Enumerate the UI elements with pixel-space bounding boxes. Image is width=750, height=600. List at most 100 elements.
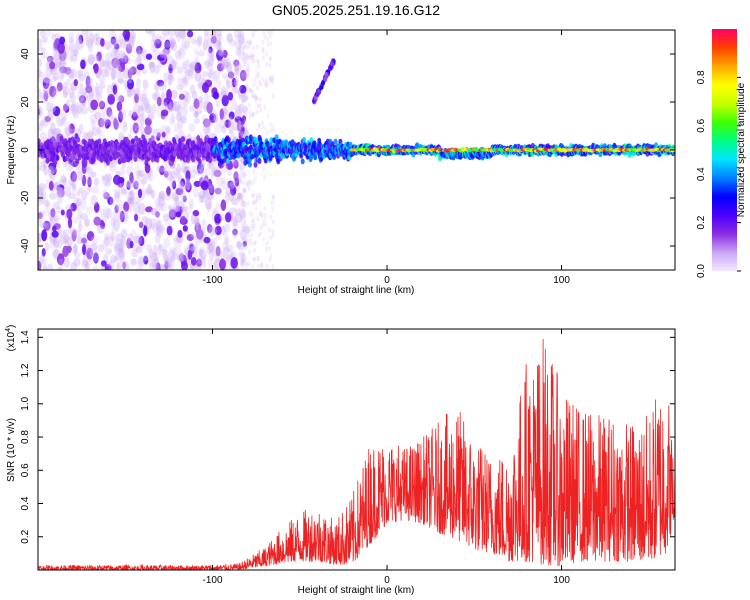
heatmap-cell — [220, 251, 226, 260]
heatmap-cell — [54, 51, 60, 61]
heatmap-cell — [158, 244, 165, 252]
heatmap-cell — [222, 72, 228, 79]
heatmap-cell — [249, 181, 253, 187]
heatmap-cell — [78, 187, 83, 195]
heatmap-cell — [58, 178, 64, 185]
heatmap-cell — [93, 202, 100, 213]
heatmap-cell — [193, 180, 202, 188]
heatmap-cell — [249, 88, 253, 94]
heatmap-cell — [103, 191, 110, 200]
heatmap-cell — [162, 48, 170, 60]
heatmap-cell — [203, 236, 211, 244]
heatmap-cell — [59, 59, 67, 67]
heatmap-cell — [55, 186, 63, 199]
heatmap-cell — [38, 68, 41, 77]
heatmap-cell — [242, 51, 245, 57]
heatmap-cell — [125, 31, 131, 40]
heatmap-cell — [237, 193, 243, 202]
heatmap-cell — [255, 198, 259, 204]
heatmap-cell — [257, 158, 262, 164]
heatmap-cell — [93, 177, 100, 186]
heatmap-cell — [120, 228, 128, 239]
heatmap-cell — [248, 87, 252, 93]
heatmap-cell — [202, 41, 208, 52]
heatmap-cell — [221, 62, 227, 70]
heatmap-cell — [132, 122, 139, 134]
heatmap-cell — [116, 232, 125, 244]
heatmap-cell — [117, 78, 125, 85]
heatmap-cell — [132, 201, 141, 214]
heatmap-cell — [186, 157, 190, 163]
heatmap-cell — [269, 235, 273, 240]
heatmap-cell — [162, 213, 170, 222]
heatmap-cell — [209, 184, 215, 194]
heatmap-cell — [164, 126, 171, 134]
heatmap-cell — [248, 161, 252, 168]
heatmap-cell — [161, 131, 166, 138]
heatmap-cell — [143, 254, 150, 261]
heatmap-cell — [260, 120, 264, 126]
heatmap-cell — [178, 141, 183, 148]
heatmap-cell — [210, 35, 217, 44]
heatmap-cell — [245, 66, 249, 72]
y-tick-label: -40 — [20, 238, 31, 253]
heatmap-cell — [253, 247, 257, 253]
heatmap-cell — [183, 40, 190, 50]
heatmap-cell — [249, 40, 253, 46]
heatmap-cell — [234, 208, 241, 217]
heatmap-cell — [125, 43, 133, 54]
heatmap-cell — [238, 84, 242, 90]
heatmap-cell — [269, 253, 273, 259]
heatmap-cell — [261, 222, 265, 228]
heatmap-cell — [245, 238, 249, 244]
heatmap-cell — [248, 138, 253, 145]
heatmap-cell — [56, 82, 63, 92]
heatmap-cell — [49, 122, 56, 135]
heatmap-cell — [238, 121, 242, 126]
heatmap-cell — [259, 107, 263, 113]
heatmap-cell — [150, 156, 155, 163]
heatmap-cell — [268, 62, 272, 68]
heatmap-cell — [78, 95, 86, 104]
heatmap-cell — [247, 186, 251, 192]
heatmap-cell — [38, 108, 41, 116]
heatmap-cell — [115, 64, 122, 75]
heatmap-cell — [57, 266, 64, 270]
heatmap-cell — [45, 101, 53, 113]
heatmap-cell — [190, 232, 197, 239]
heatmap-cell — [168, 250, 176, 261]
heatmap-cell — [241, 198, 245, 204]
heatmap-cell — [55, 154, 60, 161]
heatmap-cell — [216, 30, 222, 37]
heatmap-cell — [214, 79, 222, 90]
heatmap-cell — [118, 49, 126, 60]
heatmap-cell — [168, 209, 175, 218]
heatmap-cell — [244, 83, 248, 88]
heatmap-cell — [202, 38, 209, 51]
heatmap-cell — [42, 263, 48, 270]
heatmap-cell — [203, 92, 210, 105]
heatmap-cell — [40, 190, 47, 200]
heatmap-cell — [245, 105, 249, 111]
heatmap-cell — [155, 262, 161, 270]
heatmap-cell — [246, 179, 250, 185]
heatmap-cell — [52, 90, 58, 98]
heatmap-cell — [237, 207, 241, 213]
heatmap-cell — [196, 36, 203, 47]
heatmap-cell — [72, 171, 77, 184]
heatmap-cell — [247, 63, 250, 68]
heatmap-cell — [68, 123, 75, 134]
heatmap-cell — [78, 34, 84, 44]
heatmap-cell — [259, 212, 263, 218]
colorbar-ticks: 0.0 0.2 0.4 0.6 0.8 — [696, 70, 741, 278]
heatmap-cell — [71, 48, 79, 56]
heatmap-cell — [38, 71, 46, 84]
heatmap-cell — [240, 210, 246, 223]
heatmap-cell — [240, 125, 245, 135]
heatmap-cell — [120, 165, 126, 176]
heatmap-cell — [234, 105, 242, 116]
heatmap-cell — [255, 73, 258, 79]
heatmap-cell — [150, 43, 157, 53]
heatmap-cell — [38, 260, 42, 270]
heatmap-cell — [249, 39, 253, 45]
